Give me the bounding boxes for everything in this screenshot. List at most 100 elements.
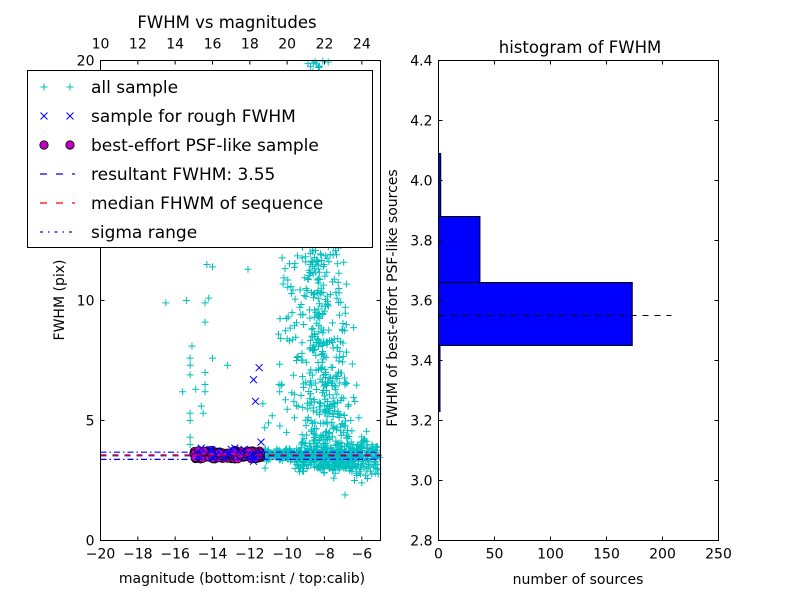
all-sample-point [321,395,329,403]
all-sample-point [323,420,331,428]
all-sample-point [186,417,194,424]
all-sample-point [209,263,216,271]
scatter-plot: FWHM vs magnitudes −20 −18 −16 −14 −12 −10 −8−… [27,13,384,587]
top-x-tick-label: 22 [316,37,334,53]
all-sample-point [311,458,319,466]
legend-label: median FHWM of sequence [91,194,323,214]
x-tick-label: −20 [86,547,116,563]
all-sample-point [339,352,347,360]
all-sample-point [201,318,209,326]
all-sample-point [329,466,337,474]
all-sample-point [186,409,194,417]
all-sample-point [312,366,320,374]
all-sample-point [329,422,337,430]
all-sample-point [324,435,332,443]
all-sample-point [319,329,327,337]
all-sample-point [335,357,343,365]
all-sample-point [300,435,308,443]
hist-y-tick-label: 4.2 [410,114,432,130]
histogram-ticks: 0 50 100 150 200 250 2.8 3.0 3.2 3.4 3.6 3.8 4.0 4.2 4… [410,54,732,563]
all-sample-point [335,311,343,319]
x-tick-label: −14 [198,547,228,563]
all-sample-point [314,295,322,303]
all-sample-point [315,268,323,276]
all-sample-point [315,403,323,411]
all-sample-point [316,399,324,407]
top-x-tick-label: 14 [166,37,184,53]
all-sample-point [345,401,353,409]
all-sample-point [302,258,310,266]
all-sample-point [266,450,274,458]
all-sample-point [284,283,292,291]
all-sample-point [314,275,322,283]
histogram-x-axis-label: number of sources [513,572,644,588]
scatter-x-axis-label: magnitude (bottom:isnt / top:calib) [119,571,365,587]
all-sample-point [307,426,315,434]
legend-plus-icon [66,83,74,91]
all-sample-point [331,383,339,391]
all-sample-point [205,294,213,302]
rough-fwhm-sample-point [255,363,264,372]
hist-y-tick-label: 3.6 [410,294,432,310]
scatter-ticks: −20 −18 −16 −14 −12 −10 −8 −6 10 12 14 16 18 20 22 24 0 5… [77,37,381,563]
all-sample-point [307,398,315,406]
x-tick-label: −12 [235,547,265,563]
histogram-plot: histogram of FWHM 0 50 100 150 200 250 2.8 3.0 3… [385,38,732,588]
all-sample-point [201,299,209,307]
all-sample-point [325,374,333,382]
all-sample-point [318,378,326,386]
all-sample-point [188,342,196,350]
all-sample-point [347,416,355,424]
all-sample-point [316,406,324,414]
all-sample-point [341,374,349,382]
all-sample-point [324,462,332,470]
histogram-bars [438,153,633,412]
all-sample-point [307,257,315,265]
all-sample-point [199,409,207,417]
all-sample-point [373,466,381,474]
all-sample-point [276,388,284,396]
all-sample-point [313,258,321,266]
all-sample-point [319,309,327,317]
all-sample-point [333,440,341,448]
all-sample-point [317,324,325,332]
legend-label: resultant FWHM: 3.55 [91,165,275,185]
x-tick-label: −18 [123,547,153,563]
all-sample-point [327,290,335,298]
all-sample-point [309,404,317,412]
all-sample-point [329,394,337,402]
all-sample-point [336,439,344,447]
all-sample-point [298,431,306,439]
all-sample-point [311,418,319,426]
hist-y-tick-label: 3.8 [410,234,432,250]
all-sample-point [350,324,358,332]
all-sample-point [307,417,315,425]
all-sample-point [322,353,330,361]
all-sample-point [312,351,320,359]
all-sample-point [316,419,324,427]
all-sample-point [300,461,308,469]
all-sample-point [324,338,332,346]
all-sample-point [317,284,325,292]
all-sample-point [288,309,296,317]
all-sample-point [338,325,346,333]
legend-entry: all sample [40,78,178,98]
all-sample-point [327,363,335,371]
all-sample-point [317,461,325,469]
all-sample-point [358,462,366,470]
legend-label: sample for rough FWHM [91,107,296,127]
all-sample-point [327,373,335,381]
x-tick-label: −8 [314,547,335,563]
all-sample-point [162,299,170,307]
all-sample-point [333,343,341,351]
all-sample-point [348,360,356,368]
all-sample-point [305,439,313,447]
all-sample-point [328,337,336,345]
top-x-tick-label: 20 [278,37,296,53]
hist-x-tick-label: 250 [705,547,732,563]
all-sample-point [329,410,337,418]
all-sample-point [291,259,299,267]
all-sample-point [348,468,356,476]
all-sample-point [304,416,312,424]
